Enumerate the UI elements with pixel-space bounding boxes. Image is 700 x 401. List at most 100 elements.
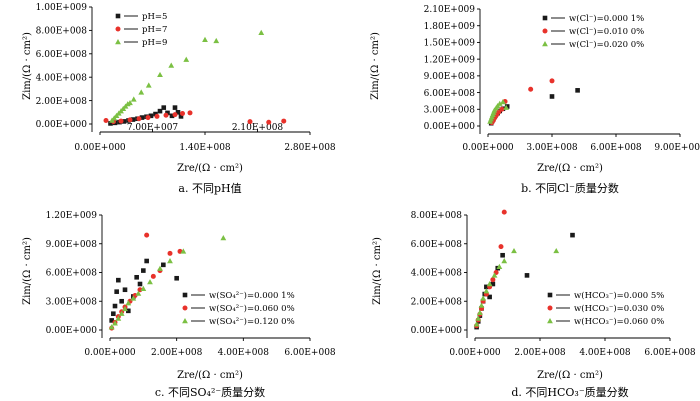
panel-a-legend: pH=5 pH=7 pH=9 xyxy=(115,12,167,48)
panel-a-point-triangle xyxy=(130,96,137,102)
panel-a-marks xyxy=(103,29,287,126)
panel-c-point-square xyxy=(112,303,118,309)
panel-d-point-triangle xyxy=(491,272,498,278)
panel-d-point-triangle xyxy=(473,321,480,327)
panel-c-point-triangle xyxy=(140,285,147,291)
panel-c-legend-label: w(SO₄²⁻)=0.000 1% xyxy=(209,290,295,301)
panel-a-caption: a. 不同pH值 xyxy=(178,182,241,195)
panel-b-point-square xyxy=(504,104,510,109)
panel-d-point-triangle xyxy=(511,247,517,254)
panel-a-point-square xyxy=(161,105,167,110)
panel-d: 0.00E+000 2.00E+008 4.00E+008 6.00E+008 8.00… xyxy=(372,209,696,399)
panel-c-point-triangle xyxy=(157,265,163,271)
panel-a-ylabel: Zim/(Ω · cm²) xyxy=(22,32,33,100)
panel-a-legend-marker xyxy=(115,26,121,32)
panel-d-y-tick-label: 8.00E+008 xyxy=(411,211,463,221)
panel-a-point-square xyxy=(172,105,178,110)
panel-b-axes: 0.00E+000 3.00E+008 6.00E+008 9.00E+008 1.20… xyxy=(424,5,700,153)
panel-d-ylabel: Zim/(Ω · cm²) xyxy=(372,237,383,305)
panel-c-point-triangle xyxy=(167,258,173,264)
panel-a-point-circle xyxy=(187,110,193,116)
panel-c-point-square xyxy=(119,298,124,304)
panel-d-legend-marker xyxy=(547,305,553,311)
panel-d-point-circle xyxy=(501,209,507,215)
panel-c-y-tick-label: 6.00E+008 xyxy=(46,269,98,279)
panel-a-x-minor-tick-label: 7.00E+007 xyxy=(127,123,179,133)
panel-d-point-triangle xyxy=(480,295,487,301)
panel-a-point-square xyxy=(139,115,145,120)
panel-a-point-square xyxy=(157,108,163,114)
panel-a-y-tick-label: 6.00E+008 xyxy=(36,50,88,60)
panel-b-x-tick-label: 9.00E+008 xyxy=(654,143,700,153)
panel-c-y-tick-label: 0.00E+000 xyxy=(46,326,98,336)
panel-a-xlabel: Zre/(Ω · cm²) xyxy=(177,163,243,174)
panel-b-point-triangle xyxy=(496,100,503,106)
panel-a-point-square xyxy=(148,113,154,119)
panel-a-point-square xyxy=(165,110,170,116)
panel-d-x-tick-label: 6.00E+008 xyxy=(644,348,696,358)
panel-d-point-square xyxy=(570,232,575,238)
panel-a-legend-label: pH=9 xyxy=(142,38,167,48)
panel-c-x-tick-label: 2.00E+008 xyxy=(151,348,203,358)
panel-a-y-tick-label: 2.00E+008 xyxy=(36,97,88,107)
panel-c-point-square xyxy=(161,262,166,268)
panel-d-point-triangle xyxy=(501,258,508,264)
panel-c-point-circle xyxy=(150,273,156,279)
panel-c-point-square xyxy=(137,281,143,287)
panel-d-point-triangle xyxy=(476,309,483,315)
panel-c-legend-marker xyxy=(182,318,188,324)
panel-c-point-square xyxy=(134,274,139,280)
panel-b-x-tick-label: 6.00E+008 xyxy=(590,143,642,153)
panel-c-x-tick-label: 4.00E+008 xyxy=(218,348,270,358)
panel-a-point-circle xyxy=(281,118,287,124)
panel-a-point-triangle xyxy=(168,62,175,68)
panel-b-xlabel: Zre/(Ω · cm²) xyxy=(537,163,603,174)
panel-a-point-circle xyxy=(127,117,133,123)
panel-c-point-triangle xyxy=(115,315,122,321)
panel-b-ylabel: Zim/(Ω · cm²) xyxy=(370,32,381,100)
panel-c-point-triangle xyxy=(118,310,125,316)
panel-c-point-triangle xyxy=(135,290,142,296)
panel-d-point-triangle xyxy=(483,288,490,294)
panel-a-point-square xyxy=(178,114,184,119)
panel-b-y-tick-label: 6.00E+008 xyxy=(424,89,476,99)
panel-a-point-triangle xyxy=(145,82,152,88)
panel-a-x-minor-tick-label: 2.10E+008 xyxy=(232,123,284,133)
panel-c-x-tick-label: 0.00E+000 xyxy=(84,348,136,358)
panel-d-y-tick-label: 6.00E+008 xyxy=(411,240,463,250)
panel-d-x-tick-label: 4.00E+008 xyxy=(579,348,631,358)
panel-c-point-triangle xyxy=(147,279,153,285)
panel-d-point-triangle xyxy=(496,263,503,269)
panel-d-legend-marker xyxy=(547,292,553,298)
panel-c-point-triangle xyxy=(130,295,137,301)
panel-b-point-square xyxy=(575,88,580,93)
panel-a-x-tick-label: 2.80E+008 xyxy=(284,143,336,153)
panel-a-point-circle xyxy=(136,116,142,122)
panel-a: 0.00E+000 2.00E+008 4.00E+008 6.00E+008 8.00… xyxy=(22,3,336,195)
panel-b-y-tick-label: 9.00E+008 xyxy=(424,72,476,82)
panel-a-point-circle xyxy=(266,119,272,125)
panel-d-point-triangle xyxy=(553,247,560,254)
panel-d-point-square xyxy=(524,273,530,278)
panel-b-legend-marker xyxy=(542,15,548,21)
panel-a-x-tick-label: 0.00E+000 xyxy=(74,143,126,153)
panel-a-point-square xyxy=(153,111,158,117)
panel-d-point-triangle xyxy=(478,302,485,308)
panel-a-point-square xyxy=(175,110,181,115)
panel-d-legend-label: w(HCO₃⁻)=0.000 5% xyxy=(574,290,664,301)
panel-d-x-tick-label: 2.00E+008 xyxy=(514,348,566,358)
panel-b-point-triangle xyxy=(500,99,506,105)
panel-a-point-circle xyxy=(103,117,109,123)
panel-a-point-circle xyxy=(172,112,178,118)
panel-b-caption: b. 不同Cl⁻质量分数 xyxy=(521,182,619,195)
panel-c-caption: c. 不同SO₄²⁻质量分数 xyxy=(155,386,265,399)
panel-b-legend-label: w(Cl⁻)=0.020 0% xyxy=(569,39,644,50)
panel-c-legend-label: w(SO₄²⁻)=0.060 0% xyxy=(209,303,295,314)
panel-a-point-circle xyxy=(163,112,169,118)
panel-a-point-square xyxy=(130,117,136,122)
panel-a-point-circle xyxy=(145,115,151,121)
panel-d-y-tick-label: 0.00E+000 xyxy=(411,326,463,336)
panel-d-point-square xyxy=(487,294,492,300)
panel-c-point-square xyxy=(122,287,128,293)
panel-c-point-circle xyxy=(137,287,143,293)
